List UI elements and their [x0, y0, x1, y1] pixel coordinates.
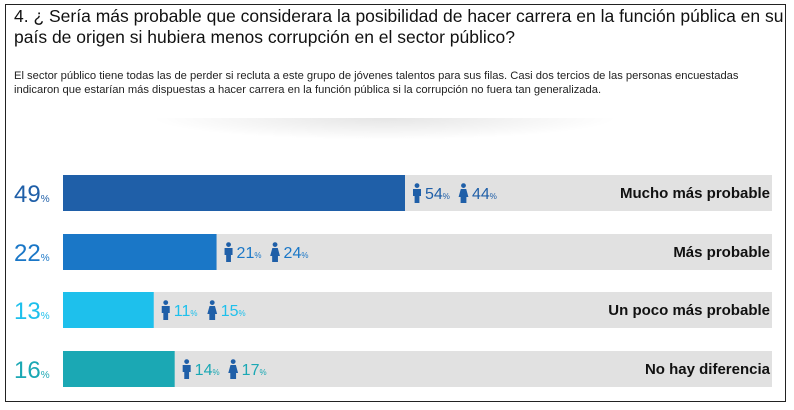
men-value-label: 11% — [174, 303, 198, 320]
men-value-label: 54% — [425, 186, 450, 203]
woman-icon — [228, 359, 239, 379]
category-label: Mucho más probable — [620, 185, 770, 202]
category-label: No hay diferencia — [645, 361, 771, 378]
intro-text: El sector público tiene todas las de per… — [14, 70, 739, 96]
women-value-label: 15% — [221, 303, 246, 320]
value-label: 16% — [14, 357, 50, 384]
category-label: Un poco más probable — [608, 302, 770, 319]
value-label: 22% — [14, 240, 50, 267]
bar — [63, 292, 154, 328]
bar — [63, 351, 175, 387]
bar — [63, 175, 405, 211]
man-icon — [161, 300, 170, 320]
decorative-shadow — [150, 118, 620, 140]
man-icon — [224, 242, 233, 262]
bar-track — [63, 292, 772, 328]
women-value-label: 44% — [472, 186, 497, 203]
man-icon — [413, 183, 421, 203]
woman-icon — [270, 242, 280, 262]
woman-icon — [207, 300, 218, 320]
men-value-label: 21% — [237, 245, 262, 262]
bar-track — [63, 351, 772, 387]
value-label: 49% — [14, 181, 50, 208]
question-title: 4. ¿ Sería más probable que considerara … — [14, 6, 784, 47]
category-label: Más probable — [673, 244, 770, 261]
man-icon — [182, 359, 191, 379]
value-label: 13% — [14, 298, 50, 325]
women-value-label: 17% — [242, 362, 267, 379]
men-value-label: 14% — [195, 362, 220, 379]
bar — [63, 234, 217, 270]
woman-icon — [458, 183, 469, 203]
women-value-label: 24% — [284, 245, 309, 262]
